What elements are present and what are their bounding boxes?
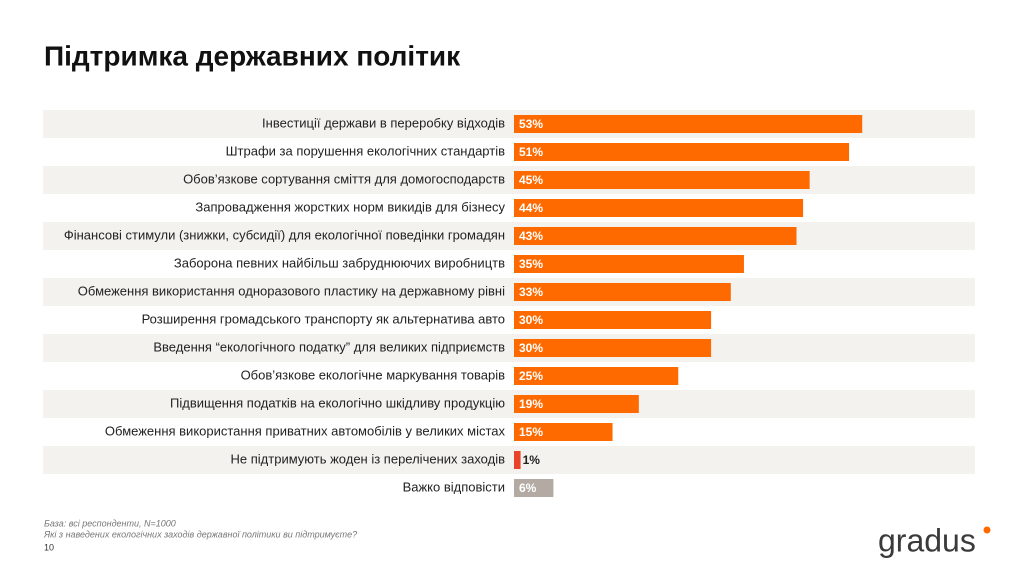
bar [514, 143, 850, 161]
value-label: 19% [519, 397, 543, 411]
title: Підтримка державних політик [44, 40, 461, 71]
bar [514, 171, 810, 189]
category-label: Обов’язкове сортування сміття для домого… [183, 171, 505, 186]
page-number: 10 [44, 542, 54, 552]
bar [514, 283, 731, 301]
category-label: Важко відповісти [403, 479, 505, 494]
value-label: 25% [519, 369, 543, 383]
bar [514, 311, 712, 329]
logo: gradus [878, 522, 976, 558]
value-label: 35% [519, 257, 543, 271]
value-label: 45% [519, 173, 543, 187]
bar [514, 199, 804, 217]
value-label: 1% [523, 453, 541, 467]
footnote-question: Які з наведених екологічних заходів держ… [43, 529, 357, 539]
value-label: 33% [519, 285, 543, 299]
footnote-base: База: всі респонденти, N=1000 [44, 518, 176, 528]
value-label: 15% [519, 425, 543, 439]
bar [514, 451, 521, 469]
row-band [43, 166, 975, 194]
row-band [43, 334, 975, 362]
category-label: Обмеження використання приватних автомоб… [105, 423, 506, 438]
row-band [43, 390, 975, 418]
bar [514, 395, 639, 413]
category-label: Розширення громадського транспорту як ал… [142, 311, 505, 326]
value-label: 6% [519, 481, 537, 495]
category-label: Запровадження жорстких норм викидів для … [195, 199, 505, 214]
category-label: Введення “екологічного податку” для вели… [153, 339, 505, 354]
value-label: 44% [519, 201, 543, 215]
category-label: Підвищення податків на екологічно шкідли… [170, 395, 505, 410]
category-label: Заборона певних найбільш забруднюючих ви… [174, 255, 505, 270]
row-band [43, 222, 975, 250]
bar [514, 339, 712, 357]
bar [514, 115, 863, 133]
category-label: Обов’язкове екологічне маркування товарі… [241, 367, 506, 382]
category-label: Фінансові стимули (знижки, субсидії) для… [64, 227, 505, 242]
logo-dot [983, 526, 991, 534]
bar [514, 227, 797, 245]
value-label: 53% [519, 117, 543, 131]
bar [514, 367, 679, 385]
bar [514, 423, 613, 441]
bar [514, 255, 744, 273]
bar [514, 479, 554, 497]
category-label: Обмеження використання одноразового плас… [78, 283, 505, 298]
category-label: Штрафи за порушення екологічних стандарт… [226, 143, 505, 158]
value-label: 43% [519, 229, 543, 243]
value-label: 51% [519, 145, 543, 159]
row-band [43, 446, 975, 474]
category-label: Інвестиції держави в переробку відходів [262, 115, 505, 130]
chart: Інвестиції держави в переробку відходів 5… [43, 110, 975, 497]
value-label: 30% [519, 341, 543, 355]
row-band [43, 278, 975, 306]
value-label: 30% [519, 313, 543, 327]
category-label: Не підтримують жоден із перелічених захо… [231, 451, 506, 466]
